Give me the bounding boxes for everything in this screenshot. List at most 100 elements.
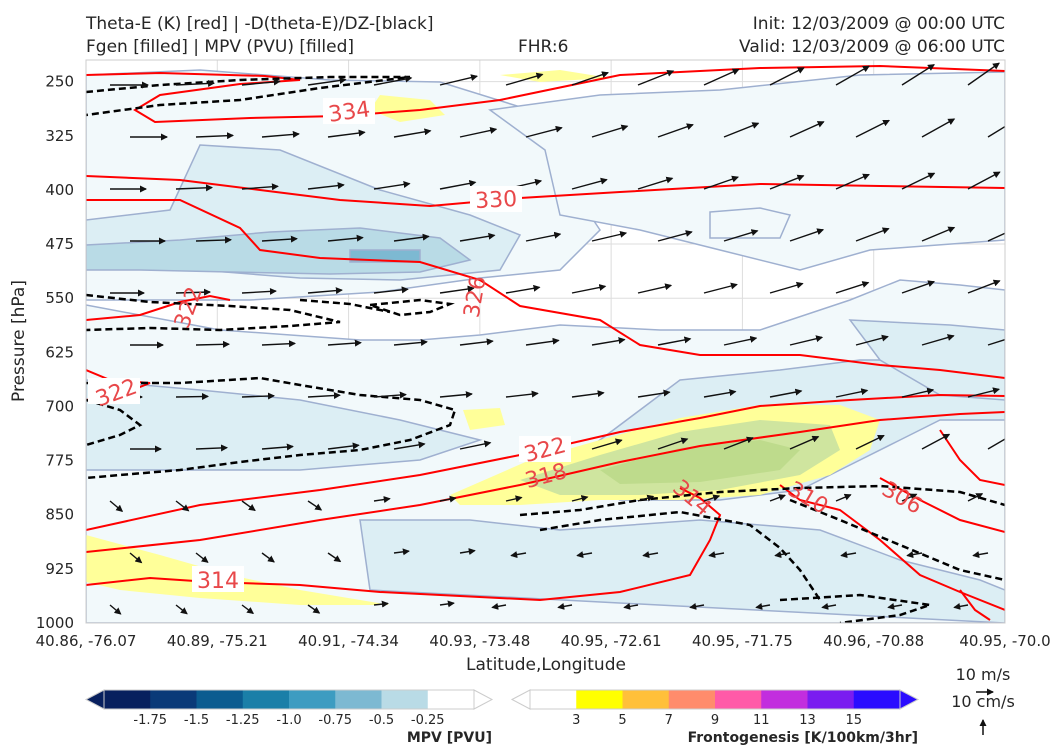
wind-vector xyxy=(835,173,870,190)
colorbar-tick-label: -0.25 xyxy=(411,713,445,728)
wind-vector xyxy=(195,340,230,348)
wind-vector xyxy=(195,552,209,563)
colorbar-segment xyxy=(807,690,855,709)
wind-vector xyxy=(901,64,935,86)
colorbar-tick-label: 3 xyxy=(572,713,580,728)
wind-vector xyxy=(307,392,341,400)
wind-vector xyxy=(307,287,343,295)
colorbar-segment xyxy=(530,690,577,709)
wind-vector xyxy=(855,119,890,138)
wind-vector xyxy=(459,440,492,450)
wind-vector xyxy=(459,232,496,242)
wind-vector xyxy=(525,337,560,346)
wind-vector xyxy=(510,551,527,559)
colorbar-tick-label: -0.5 xyxy=(369,713,394,728)
wind-vector xyxy=(491,602,507,610)
wind-vector xyxy=(195,236,232,244)
colorbar-segment xyxy=(242,690,290,709)
wind-vector xyxy=(835,493,852,502)
wind-vector xyxy=(129,552,143,564)
wind-vector xyxy=(327,234,364,242)
wind-vector xyxy=(439,179,477,190)
wind-vector xyxy=(439,285,475,294)
x-tick-label: 40.95, -70.0 xyxy=(959,632,1050,650)
mpv-colorbar: -1.75 -1.5 -1.25 -1.0 -0.75 -0.5 -0.25 MPV [PV… xyxy=(84,689,494,746)
wind-vector xyxy=(241,392,275,400)
y-tick-label: 850 xyxy=(45,506,74,524)
wind-vector xyxy=(723,335,758,346)
wind-vector xyxy=(901,172,936,190)
wind-vector xyxy=(373,181,411,190)
wind-vector xyxy=(901,280,936,294)
frontogenesis-colorbar: 3 5 7 9 11 13 15 Frontogenesis [K/100km/3hr] xyxy=(510,689,920,746)
wind-vector xyxy=(373,75,413,86)
wind-vector xyxy=(887,602,903,610)
wind-vector xyxy=(439,391,473,399)
init-time: Init: 12/03/2009 @ 00:00 UTC xyxy=(752,14,1005,34)
wind-vector xyxy=(789,435,820,450)
wind-vector xyxy=(637,69,675,86)
wind-vector xyxy=(373,391,407,399)
wind-vector xyxy=(657,123,694,138)
wind-vector xyxy=(459,338,494,346)
wind-vector xyxy=(657,336,692,346)
wind-vector xyxy=(307,77,347,86)
wind-vector xyxy=(723,229,759,242)
wind-vector xyxy=(789,335,824,346)
y-tick-label: 475 xyxy=(45,235,74,253)
x-tick-label: 40.96, -70.88 xyxy=(823,632,924,650)
wind-vector xyxy=(769,494,786,502)
wind-reference-key: 10 m/s 10 cm/s xyxy=(951,665,1015,735)
wind-vector xyxy=(987,338,1005,346)
wind-vector xyxy=(393,548,410,556)
wind-vector xyxy=(703,175,739,190)
y-tick-label: 550 xyxy=(45,289,74,307)
colorbar-segment xyxy=(335,690,382,709)
wind-vector xyxy=(525,125,563,138)
wind-vector xyxy=(637,389,671,398)
wind-vector xyxy=(439,495,457,503)
x-axis-label: Latitude,Longitude xyxy=(466,655,626,675)
valid-time: Valid: 12/03/2009 @ 06:00 UTC xyxy=(739,37,1005,57)
wind-vector xyxy=(373,600,389,608)
wind-vector xyxy=(637,176,674,190)
wind-vector xyxy=(921,118,956,138)
wind-vector xyxy=(967,493,984,502)
colorbar-tick-label: 13 xyxy=(799,713,816,728)
colorbar-tick-label: 5 xyxy=(618,713,626,728)
y-tick-label: 250 xyxy=(45,73,74,91)
wind-vector xyxy=(703,494,721,502)
wind-vector xyxy=(821,602,837,610)
wind-vector xyxy=(840,551,857,559)
y-tick-label: 625 xyxy=(45,343,74,361)
wind-vector xyxy=(769,281,804,294)
x-tick-label: 40.95, -72.61 xyxy=(561,632,662,650)
forecast-hour: FHR:6 xyxy=(518,37,569,57)
wind-vector xyxy=(393,441,426,450)
wind-vector xyxy=(901,493,918,502)
wind-vectors xyxy=(109,62,1005,615)
wind-vector xyxy=(703,68,740,86)
dtheta-e-dz-contours xyxy=(86,75,1005,623)
wind-vector xyxy=(855,227,890,242)
colorbar-tick-label: 7 xyxy=(665,713,673,728)
wind-vector xyxy=(175,184,213,192)
wind-vector xyxy=(557,602,573,610)
y-tick-label: 925 xyxy=(45,560,74,578)
wind-vector xyxy=(571,71,609,86)
wind-vector xyxy=(439,74,478,86)
wind-vector xyxy=(373,286,409,294)
colorbar-extend xyxy=(899,689,920,710)
wind-vector xyxy=(241,500,256,511)
wind-vector xyxy=(835,281,870,294)
wind-vector xyxy=(571,177,608,190)
colorbar-extend xyxy=(84,689,105,710)
wind-vector xyxy=(642,551,659,559)
y-tick-label: 400 xyxy=(45,181,74,199)
wind-vector xyxy=(195,132,234,140)
wind-vector xyxy=(987,232,1005,242)
wind-vector xyxy=(175,79,215,87)
wind-vector xyxy=(708,551,725,559)
wind-vector xyxy=(175,500,190,512)
